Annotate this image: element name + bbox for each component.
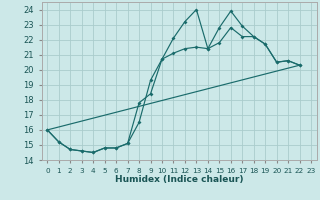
X-axis label: Humidex (Indice chaleur): Humidex (Indice chaleur) bbox=[115, 175, 244, 184]
